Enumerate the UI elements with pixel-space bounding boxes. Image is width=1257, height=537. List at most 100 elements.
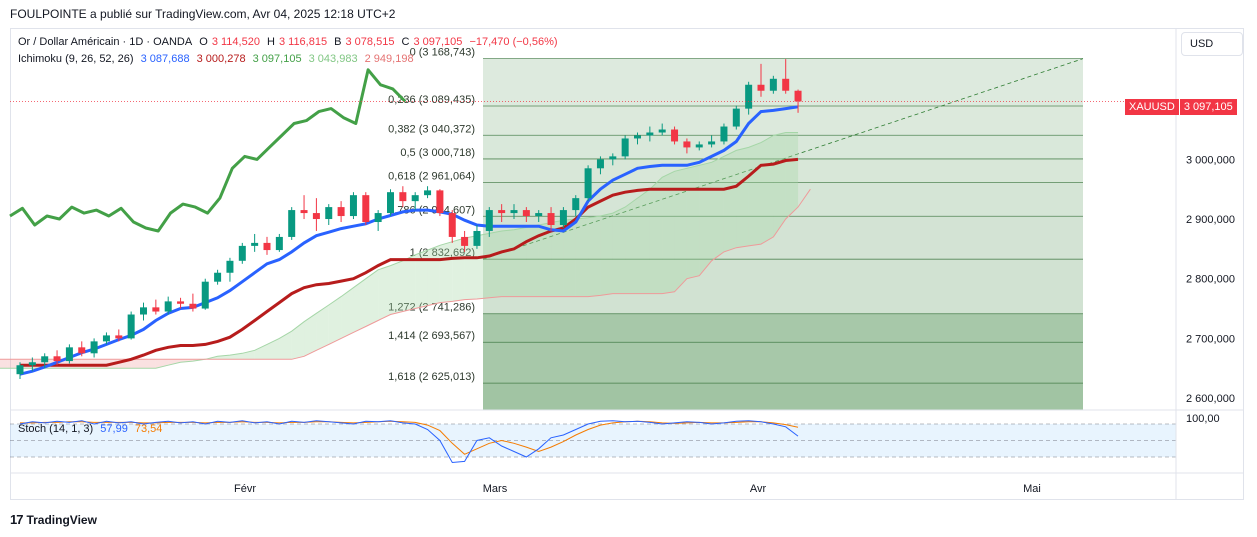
ichimoku-cloud-segment bbox=[168, 359, 181, 366]
price-axis-tick: 2 700,000 bbox=[1186, 333, 1235, 345]
candle-body bbox=[498, 210, 506, 214]
tradingview-brand[interactable]: 17 TradingView bbox=[10, 512, 97, 527]
ichimoku-cloud-segment bbox=[514, 227, 527, 297]
candle-body bbox=[16, 365, 24, 375]
stoch-name: Stoch (14, 1, 3) bbox=[18, 423, 94, 435]
currency-button[interactable]: USD bbox=[1181, 32, 1243, 56]
ichimoku-cloud-segment bbox=[711, 156, 724, 261]
candle-body bbox=[572, 198, 580, 211]
publisher-line: FOULPOINTE a publié sur TradingView.com,… bbox=[10, 7, 396, 21]
ichimoku-cloud-segment bbox=[328, 296, 342, 345]
stoch-axis-tick: 100,00 bbox=[1186, 413, 1220, 425]
candle-body bbox=[411, 195, 419, 202]
ichimoku-cloud-segment bbox=[143, 359, 156, 369]
ichimoku-cloud-segment bbox=[785, 132, 799, 220]
fib-level-label: 1 (2 832,692) bbox=[410, 247, 475, 259]
ichimoku-cloud-segment bbox=[563, 219, 576, 297]
candle-body bbox=[214, 272, 222, 282]
kijun-value: 3 000,278 bbox=[196, 53, 246, 65]
candle-body bbox=[794, 90, 802, 102]
candle-body bbox=[695, 144, 703, 148]
close-label: C bbox=[401, 36, 410, 48]
candle-body bbox=[164, 301, 172, 312]
ichimoku-cloud-segment bbox=[489, 230, 502, 298]
candle-body bbox=[621, 138, 629, 157]
candle-body bbox=[658, 129, 666, 133]
ichimoku-cloud-segment bbox=[452, 238, 465, 302]
fib-zone-band bbox=[483, 158, 1083, 183]
high-value: 3 116,815 bbox=[278, 36, 328, 48]
candle-body bbox=[584, 168, 592, 199]
price-axis-tick: 2 900,000 bbox=[1186, 214, 1235, 226]
candle-body bbox=[782, 78, 790, 91]
ichimoku-cloud-segment bbox=[538, 222, 552, 297]
ichimoku-cloud-segment bbox=[304, 313, 317, 357]
open-value: 3 114,520 bbox=[211, 36, 260, 48]
ichimoku-name: Ichimoku (9, 26, 52, 26) bbox=[18, 53, 134, 65]
tenkan-sen-line bbox=[19, 105, 799, 376]
ichimoku-cloud-segment bbox=[0, 359, 8, 369]
ichimoku-cloud-segment bbox=[464, 235, 477, 300]
candle-body bbox=[683, 141, 691, 148]
candle-body bbox=[757, 84, 765, 91]
candle-body bbox=[559, 210, 567, 225]
chikou-span-line bbox=[9, 68, 407, 233]
candle-body bbox=[671, 129, 679, 142]
senkou-span-b-line bbox=[0, 188, 811, 360]
ichimoku-cloud-segment bbox=[267, 338, 280, 360]
span-a-value: 3 043,983 bbox=[308, 53, 358, 65]
fib-zone-band bbox=[483, 259, 1083, 314]
fib-zone-band bbox=[483, 383, 1083, 410]
time-axis-label: Mai bbox=[1023, 483, 1041, 495]
ichimoku-cloud-segment bbox=[773, 132, 786, 237]
ichimoku-cloud-segment bbox=[316, 304, 329, 351]
last-price-tag: XAUUSD 3 097,105 bbox=[1125, 99, 1237, 115]
ichimoku-cloud-segment bbox=[242, 350, 255, 360]
ichimoku-legend: Ichimoku (9, 26, 52, 26) 3 087,688 3 000… bbox=[18, 53, 418, 65]
ichimoku-cloud-segment bbox=[674, 168, 687, 292]
ichimoku-cloud-segment bbox=[365, 269, 379, 327]
tenkan-value: 3 087,688 bbox=[140, 53, 190, 65]
candle-body bbox=[65, 347, 73, 362]
candle-body bbox=[152, 307, 160, 312]
candle-body bbox=[609, 156, 617, 160]
stoch-k-line bbox=[19, 420, 799, 464]
candle-body bbox=[436, 190, 444, 214]
candle-body bbox=[300, 210, 308, 214]
tradingview-logo-icon: 17 bbox=[10, 512, 24, 527]
candle-body bbox=[140, 307, 147, 315]
candle-body bbox=[596, 159, 604, 169]
candle-body bbox=[115, 335, 123, 339]
candle-body bbox=[399, 192, 407, 202]
stoch-k-value: 57,99 bbox=[100, 423, 128, 435]
ichimoku-cloud-segment bbox=[439, 241, 453, 303]
candle-body bbox=[510, 210, 518, 214]
candle-body bbox=[337, 207, 345, 217]
candle-body bbox=[41, 356, 49, 363]
ichimoku-cloud-segment bbox=[254, 344, 267, 360]
candle-body bbox=[473, 230, 481, 246]
ichimoku-cloud-segment bbox=[279, 331, 292, 360]
candle-body bbox=[708, 141, 716, 145]
low-label: B bbox=[334, 36, 342, 48]
candle-body bbox=[362, 195, 370, 223]
ichimoku-cloud-segment bbox=[341, 287, 354, 339]
candle-body bbox=[238, 245, 246, 261]
price-tag-value: 3 097,105 bbox=[1179, 99, 1237, 115]
candle-body bbox=[263, 242, 271, 251]
chart-frame bbox=[10, 28, 1244, 500]
candle-body bbox=[547, 213, 555, 225]
candle-body bbox=[424, 190, 432, 196]
ichimoku-cloud-segment bbox=[723, 150, 737, 252]
candle-body bbox=[53, 356, 61, 362]
candle-body bbox=[90, 341, 98, 354]
ichimoku-cloud-segment bbox=[686, 165, 700, 279]
ichimoku-cloud-segment bbox=[625, 198, 638, 294]
ichimoku-cloud-segment bbox=[526, 225, 539, 297]
symbol-name: Or / Dollar Américain · 1D · OANDA bbox=[18, 36, 193, 48]
candle-body bbox=[646, 132, 654, 136]
ichimoku-cloud-segment bbox=[291, 321, 305, 360]
candle-body bbox=[720, 126, 728, 142]
candle-body bbox=[78, 347, 86, 354]
